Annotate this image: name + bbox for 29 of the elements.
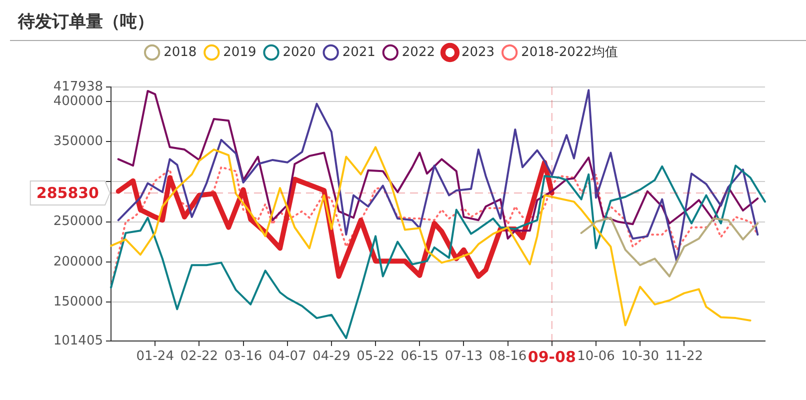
legend-label: 2020 <box>282 44 316 60</box>
x-tick-label: 02-22 <box>180 349 218 364</box>
y-tick-label: 417938 <box>53 79 103 94</box>
x-tick-label: 05-22 <box>356 349 394 364</box>
y-tick-label: 150000 <box>53 294 103 310</box>
y-tick-label: 101405 <box>53 333 103 348</box>
x-tick-label: 03-16 <box>224 349 262 364</box>
x-tick-label: 06-15 <box>400 349 439 364</box>
y-tick-label: 350000 <box>53 134 103 149</box>
x-tick-label: 10-30 <box>621 349 659 364</box>
x-tick-label: 09-08 <box>528 348 576 366</box>
x-tick-label: 01-24 <box>136 349 174 364</box>
legend-label: 2019 <box>223 44 256 60</box>
y-tick-label: 400000 <box>53 94 103 109</box>
chart-title: 待发订单量（吨） <box>18 11 154 33</box>
y-tick-label: 250000 <box>53 214 103 230</box>
y-tick-label: 200000 <box>53 254 103 270</box>
x-tick-label: 07-13 <box>444 349 483 364</box>
legend-label: 2023 <box>461 44 495 60</box>
legend-label: 2021 <box>342 44 376 60</box>
legend-label: 2018-2022均值 <box>521 44 618 60</box>
legend-label: 2022 <box>402 44 435 60</box>
legend-label: 2018 <box>164 44 197 60</box>
ref-line-label: 285830 <box>36 184 99 202</box>
x-tick-label: 04-29 <box>312 349 350 364</box>
x-tick-label: 04-07 <box>268 349 306 364</box>
x-tick-label: 10-06 <box>577 349 615 364</box>
x-tick-label: 08-16 <box>488 349 527 364</box>
x-tick-label: 11-22 <box>665 349 704 364</box>
